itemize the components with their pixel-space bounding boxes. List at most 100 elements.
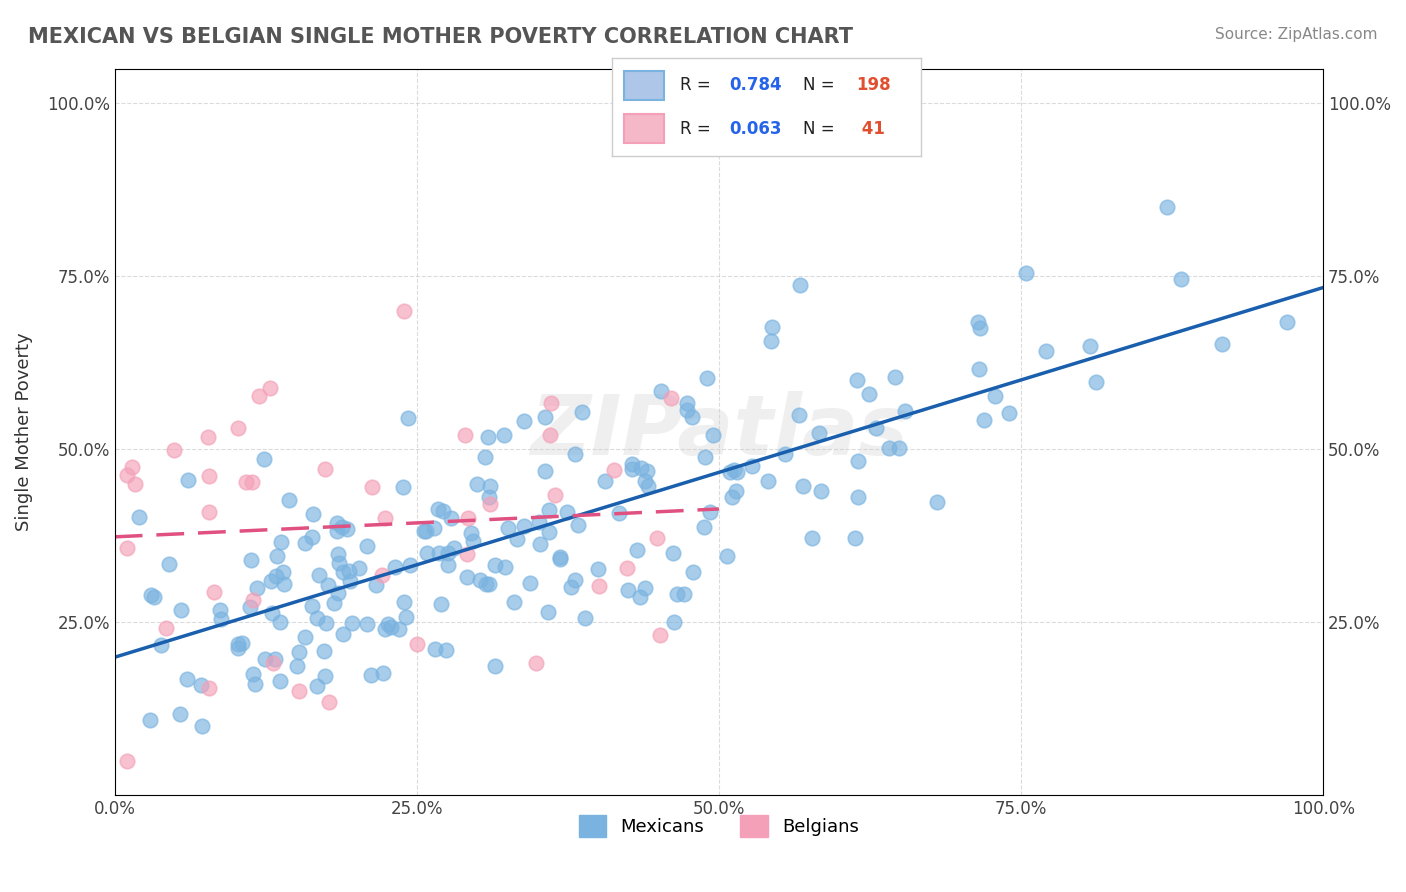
Mexicans bbox=[984, 389, 1007, 403]
Mexicans bbox=[724, 484, 747, 499]
Mexicans bbox=[273, 577, 295, 591]
Mexicans bbox=[673, 587, 696, 601]
Mexicans bbox=[973, 413, 995, 427]
Mexicans bbox=[443, 541, 465, 556]
Mexicans bbox=[761, 334, 783, 348]
Mexicans bbox=[332, 565, 354, 579]
Mexicans bbox=[884, 370, 907, 384]
Text: R =: R = bbox=[679, 77, 716, 95]
Belgians bbox=[540, 395, 562, 409]
Belgians bbox=[371, 567, 394, 582]
Belgians bbox=[538, 427, 561, 442]
Mexicans bbox=[323, 596, 346, 610]
Mexicans bbox=[787, 409, 810, 423]
Text: Source: ZipAtlas.com: Source: ZipAtlas.com bbox=[1215, 27, 1378, 42]
Mexicans bbox=[474, 576, 496, 591]
Mexicans bbox=[339, 574, 361, 588]
Mexicans bbox=[1078, 339, 1101, 353]
Belgians bbox=[247, 388, 270, 402]
Mexicans bbox=[326, 524, 349, 538]
Mexicans bbox=[332, 627, 354, 641]
Belgians bbox=[374, 510, 396, 524]
Belgians bbox=[198, 469, 221, 483]
Mexicans bbox=[628, 590, 651, 604]
Belgians bbox=[454, 428, 477, 442]
Belgians bbox=[115, 468, 138, 483]
Mexicans bbox=[865, 421, 887, 435]
Mexicans bbox=[461, 534, 484, 549]
Text: 0.063: 0.063 bbox=[730, 120, 782, 137]
Mexicans bbox=[315, 615, 337, 630]
Mexicans bbox=[190, 678, 212, 692]
Mexicans bbox=[312, 643, 335, 657]
Mexicans bbox=[380, 620, 402, 634]
Mexicans bbox=[412, 524, 434, 538]
Mexicans bbox=[925, 494, 948, 508]
Mexicans bbox=[634, 474, 657, 488]
Mexicans bbox=[287, 645, 309, 659]
Mexicans bbox=[242, 667, 264, 681]
Belgians bbox=[115, 754, 138, 768]
Mexicans bbox=[253, 652, 276, 666]
Mexicans bbox=[356, 616, 378, 631]
Belgians bbox=[650, 628, 672, 642]
Mexicans bbox=[328, 556, 350, 570]
Mexicans bbox=[301, 599, 323, 613]
Mexicans bbox=[191, 719, 214, 733]
Text: N =: N = bbox=[803, 77, 841, 95]
Mexicans bbox=[620, 457, 643, 471]
Mexicans bbox=[271, 565, 294, 579]
Belgians bbox=[242, 592, 264, 607]
Mexicans bbox=[239, 599, 262, 614]
Mexicans bbox=[294, 535, 316, 549]
Mexicans bbox=[356, 540, 378, 554]
Mexicans bbox=[301, 530, 323, 544]
Mexicans bbox=[548, 550, 571, 565]
Mexicans bbox=[139, 588, 162, 602]
Mexicans bbox=[527, 515, 550, 529]
Mexicans bbox=[650, 384, 672, 398]
Mexicans bbox=[176, 672, 198, 686]
Belgians bbox=[457, 511, 479, 525]
Belgians bbox=[162, 443, 184, 458]
Mexicans bbox=[246, 582, 269, 596]
Mexicans bbox=[676, 403, 699, 417]
Mexicans bbox=[269, 674, 291, 689]
Mexicans bbox=[264, 569, 287, 583]
Mexicans bbox=[415, 524, 437, 538]
Mexicans bbox=[396, 411, 419, 425]
Mexicans bbox=[848, 454, 870, 468]
Mexicans bbox=[474, 450, 496, 465]
Mexicans bbox=[494, 428, 516, 442]
Mexicans bbox=[430, 598, 453, 612]
Mexicans bbox=[465, 476, 488, 491]
Legend: Mexicans, Belgians: Mexicans, Belgians bbox=[572, 808, 866, 845]
Mexicans bbox=[741, 458, 763, 473]
Mexicans bbox=[170, 603, 193, 617]
Mexicans bbox=[1035, 344, 1057, 359]
Belgians bbox=[647, 531, 669, 545]
Mexicans bbox=[318, 578, 340, 592]
Mexicans bbox=[620, 462, 643, 476]
Mexicans bbox=[761, 320, 783, 334]
Mexicans bbox=[169, 706, 191, 721]
Mexicans bbox=[285, 659, 308, 673]
Mexicans bbox=[997, 406, 1019, 420]
Belgians bbox=[198, 505, 221, 519]
Belgians bbox=[198, 681, 221, 695]
Belgians bbox=[262, 656, 284, 670]
Mexicans bbox=[336, 522, 359, 536]
Mexicans bbox=[702, 427, 724, 442]
Mexicans bbox=[253, 452, 276, 467]
Mexicans bbox=[800, 532, 823, 546]
Mexicans bbox=[392, 595, 415, 609]
Mexicans bbox=[718, 466, 741, 480]
Mexicans bbox=[226, 641, 249, 656]
Mexicans bbox=[278, 492, 301, 507]
Mexicans bbox=[574, 611, 596, 625]
Mexicans bbox=[810, 484, 832, 499]
Mexicans bbox=[664, 615, 686, 629]
Mexicans bbox=[314, 668, 336, 682]
FancyBboxPatch shape bbox=[624, 70, 664, 100]
Mexicans bbox=[245, 677, 267, 691]
